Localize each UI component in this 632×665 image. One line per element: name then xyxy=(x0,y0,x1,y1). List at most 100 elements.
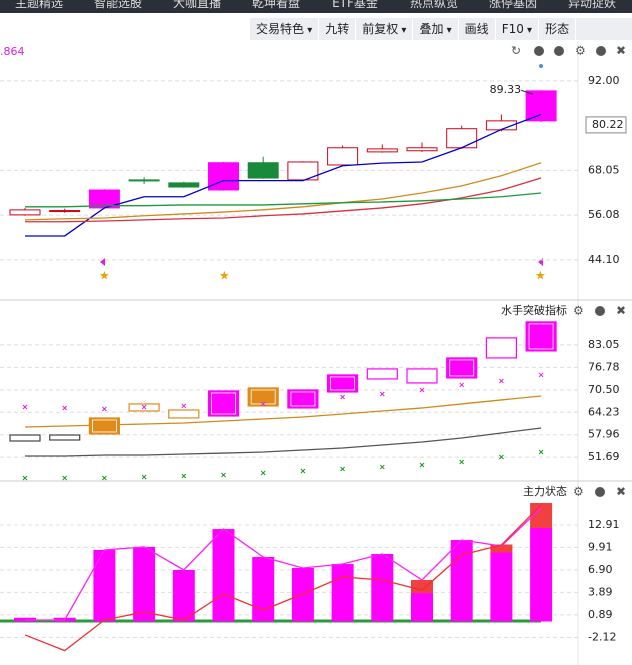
settings-icon[interactable]: ⚙ xyxy=(573,304,584,318)
candle-body xyxy=(247,162,279,179)
y-tick-label: 57.96 xyxy=(588,428,620,441)
close-icon[interactable]: ✖ xyxy=(616,485,626,499)
bar xyxy=(530,527,553,622)
box xyxy=(525,321,557,352)
cross-marker xyxy=(221,402,226,408)
signal-flag xyxy=(538,258,543,266)
corner-value: .864 xyxy=(0,45,25,58)
settings-icon[interactable]: ⚙ xyxy=(573,485,584,499)
candle-body xyxy=(327,147,359,166)
cross-marker xyxy=(459,459,465,465)
line xyxy=(24,504,542,652)
y-tick-label: 9.91 xyxy=(588,540,613,553)
nav-tab[interactable]: 热点纵览 xyxy=(409,0,458,10)
y-tick-label: 70.50 xyxy=(588,383,620,396)
panel-title: 水手突破指标 xyxy=(501,303,567,317)
y-tick-label: 76.78 xyxy=(588,360,620,373)
box xyxy=(366,368,398,380)
toolbar-button[interactable]: 叠加 xyxy=(413,18,459,40)
y-tick-label: 56.08 xyxy=(588,208,620,221)
box-inner xyxy=(449,359,475,377)
cross-marker xyxy=(538,449,544,455)
box-inner xyxy=(131,405,157,410)
y-tick-label: 92.00 xyxy=(588,74,620,87)
bar xyxy=(490,552,513,622)
bar xyxy=(212,529,235,622)
cross-marker xyxy=(141,404,147,410)
box xyxy=(406,368,438,384)
cross-marker xyxy=(340,466,345,472)
signal-flag xyxy=(100,258,105,266)
box xyxy=(9,434,41,442)
box xyxy=(168,409,200,419)
nav-tab[interactable]: ETF基金 xyxy=(332,0,378,10)
y-tick-label: 64.23 xyxy=(588,405,620,418)
box xyxy=(485,337,517,359)
box xyxy=(446,357,478,379)
zoom-in-icon[interactable] xyxy=(534,46,544,56)
bar xyxy=(530,503,553,528)
line xyxy=(25,507,542,621)
zoom-out-icon[interactable] xyxy=(554,46,564,56)
bar xyxy=(411,593,433,622)
y-tick-label: 68.05 xyxy=(588,163,620,176)
y-tick-label: -2.12 xyxy=(588,630,616,643)
candle-body xyxy=(366,148,398,153)
cross-marker xyxy=(181,473,187,479)
candle-body xyxy=(525,90,557,122)
nav-tab[interactable]: 乾坤看盘 xyxy=(251,0,300,10)
help-icon[interactable] xyxy=(596,46,606,56)
help-icon[interactable] xyxy=(595,306,605,316)
box xyxy=(49,434,81,441)
y-tick-label: 12.91 xyxy=(588,518,620,531)
box xyxy=(207,390,240,417)
line xyxy=(25,427,542,457)
bar xyxy=(411,580,433,594)
y-tick-label: 3.89 xyxy=(588,585,613,598)
y-tick-label: 51.69 xyxy=(588,450,620,463)
box-inner xyxy=(290,391,316,407)
candle-body xyxy=(9,209,41,216)
box-inner xyxy=(92,419,117,433)
candle-body xyxy=(168,182,200,188)
bar xyxy=(291,567,314,622)
nav-tab[interactable]: 智能选股 xyxy=(93,0,142,10)
panel-title: 主力状态 xyxy=(523,484,567,498)
last-price: 80.22 xyxy=(592,118,624,131)
cross-marker xyxy=(499,454,504,460)
box-inner xyxy=(528,323,554,350)
nav-tab[interactable]: 大咖直播 xyxy=(172,0,221,10)
candle-body xyxy=(208,162,239,191)
star: ★ xyxy=(219,269,230,283)
dot xyxy=(539,64,543,68)
nav-tab[interactable]: 主题精选 xyxy=(14,0,63,10)
nav-tab[interactable]: 涨停基因 xyxy=(488,0,537,10)
cross-marker xyxy=(340,394,345,400)
line xyxy=(24,162,542,221)
cross-marker xyxy=(300,397,306,403)
help-icon[interactable] xyxy=(595,487,605,497)
refresh-icon[interactable]: ↻ xyxy=(511,44,521,58)
candle-body xyxy=(128,179,160,182)
cross-marker xyxy=(102,406,107,412)
toolbar-button[interactable]: 交易特色 xyxy=(250,18,320,40)
star: ★ xyxy=(535,269,546,283)
toolbar-button[interactable]: 形态 xyxy=(539,18,577,40)
cross-marker xyxy=(419,387,425,393)
box-inner xyxy=(330,376,356,391)
close-icon[interactable]: ✖ xyxy=(616,44,626,58)
max-label: 89.33 xyxy=(490,83,522,96)
nav-tab[interactable]: 异动捉妖 xyxy=(567,0,616,10)
panel-icons: ⚙ ✖ ⚙ ✖ xyxy=(573,304,626,499)
bar xyxy=(371,553,394,622)
settings-icon[interactable]: ⚙ xyxy=(575,44,586,58)
cross-marker xyxy=(459,382,465,388)
candle-body xyxy=(49,210,81,213)
toolbar-button[interactable]: F10 xyxy=(496,18,540,40)
box xyxy=(287,389,319,409)
cross-marker xyxy=(419,462,425,468)
close-icon[interactable]: ✖ xyxy=(616,304,626,318)
bar xyxy=(450,540,473,622)
cross-marker xyxy=(181,403,187,409)
